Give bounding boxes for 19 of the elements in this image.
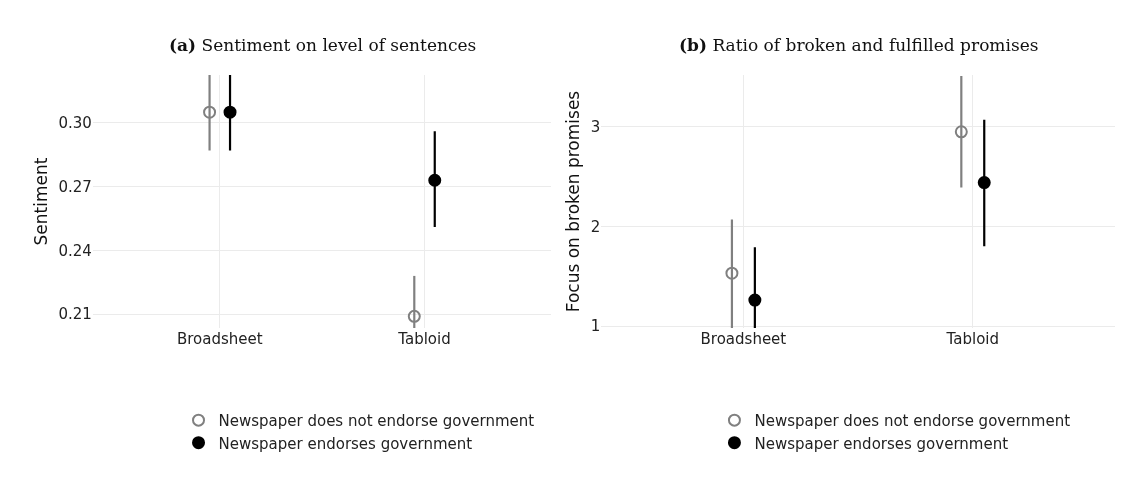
x-tick-label: Broadsheet bbox=[700, 330, 787, 348]
x-tick-label: Broadsheet bbox=[176, 330, 263, 348]
legend-label: Newspaper endorses government bbox=[218, 434, 473, 453]
y-tick-label: 3 bbox=[590, 118, 601, 137]
y-tick-label: 1 bbox=[590, 317, 601, 336]
x-tick-label: Tabloid bbox=[945, 330, 999, 348]
y-axis-title: Sentiment bbox=[31, 157, 52, 246]
y-tick-label: 0.21 bbox=[58, 305, 92, 324]
y-tick-label: 2 bbox=[590, 217, 601, 236]
chart-title: (b) Ratio of broken and fulfilled promises bbox=[679, 35, 1039, 55]
y-tick-label: 0.27 bbox=[58, 177, 92, 196]
x-tick-label: Tabloid bbox=[397, 330, 451, 348]
legend-label: Newspaper does not endorse government bbox=[218, 412, 535, 430]
legend-label: Newspaper does not endorse government bbox=[754, 412, 1071, 430]
y-tick-label: 0.24 bbox=[58, 241, 92, 260]
legend-label: Newspaper endorses government bbox=[754, 434, 1009, 453]
chart-title: (a) Sentiment on level of sentences bbox=[169, 35, 477, 55]
y-tick-label: 0.30 bbox=[58, 114, 92, 133]
y-axis-title: Focus on broken promises bbox=[563, 90, 584, 313]
